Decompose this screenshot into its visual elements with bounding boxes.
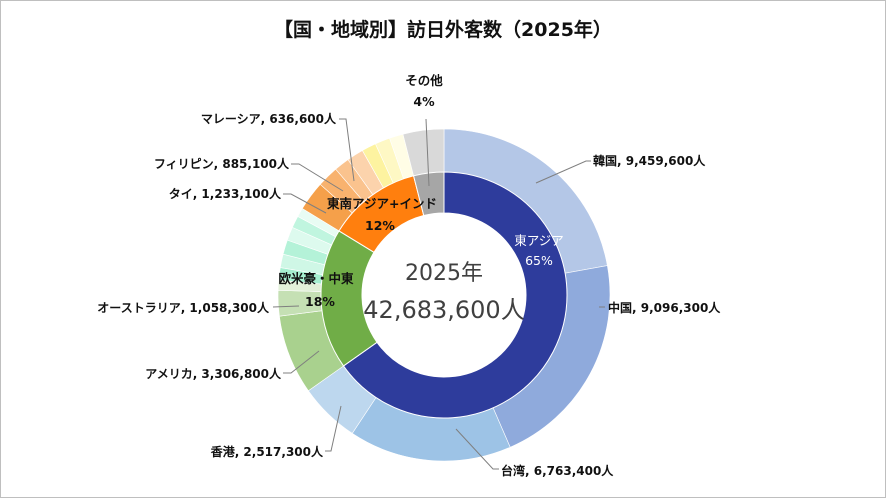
center-total: 42,683,600人 bbox=[363, 296, 524, 324]
outer-labels: 韓国, 9,459,600人 中国, 9,096,300人 台湾, 6,763,… bbox=[97, 111, 721, 478]
inner-ring bbox=[320, 171, 568, 419]
label-east-asia-percent: 65% bbox=[525, 253, 553, 268]
leader-line-korea bbox=[535, 160, 591, 184]
label-usa: アメリカ, 3,306,800人 bbox=[145, 366, 282, 381]
chart-title: 【国・地域別】訪日外客数（2025年） bbox=[274, 19, 612, 41]
inner-slice-その他 bbox=[412, 171, 445, 217]
label-china: 中国, 9,096,300人 bbox=[608, 300, 721, 315]
leader-line-other bbox=[425, 118, 430, 187]
leader-line-philippines bbox=[291, 163, 344, 192]
label-east-asia-name: 東アジア bbox=[514, 233, 564, 248]
inner-slice-東アジア bbox=[342, 171, 568, 419]
label-malaysia: マレーシア, 636,600人 bbox=[201, 111, 337, 126]
label-europe-percent: 18% bbox=[305, 294, 335, 309]
label-hongkong: 香港, 2,517,300人 bbox=[210, 444, 324, 459]
leader-lines bbox=[272, 118, 605, 470]
leader-line-malaysia bbox=[339, 118, 355, 182]
leader-line-hongkong bbox=[325, 405, 342, 452]
center-year: 2025年 bbox=[405, 261, 483, 286]
leader-line-australia bbox=[272, 305, 300, 308]
leader-line-taiwan bbox=[455, 428, 499, 470]
label-sea-percent: 12% bbox=[365, 218, 395, 233]
leader-line-usa bbox=[283, 350, 320, 374]
label-thailand: タイ, 1,233,100人 bbox=[169, 186, 282, 201]
inner-labels: その他 4% 東アジア 65% 欧米豪・中東 18% 東南アジア+インド 12% bbox=[278, 73, 563, 309]
label-europe-name: 欧米豪・中東 bbox=[278, 271, 354, 286]
label-korea: 韓国, 9,459,600人 bbox=[593, 153, 706, 168]
label-other-name: その他 bbox=[405, 73, 443, 88]
label-taiwan: 台湾, 6,763,400人 bbox=[501, 463, 614, 478]
label-philippines: フィリピン, 885,100人 bbox=[154, 156, 290, 171]
label-australia: オーストラリア, 1,058,300人 bbox=[97, 300, 270, 315]
label-sea-name: 東南アジア+インド bbox=[327, 196, 437, 211]
leader-line-thailand bbox=[283, 193, 327, 214]
label-other-percent: 4% bbox=[413, 94, 435, 109]
